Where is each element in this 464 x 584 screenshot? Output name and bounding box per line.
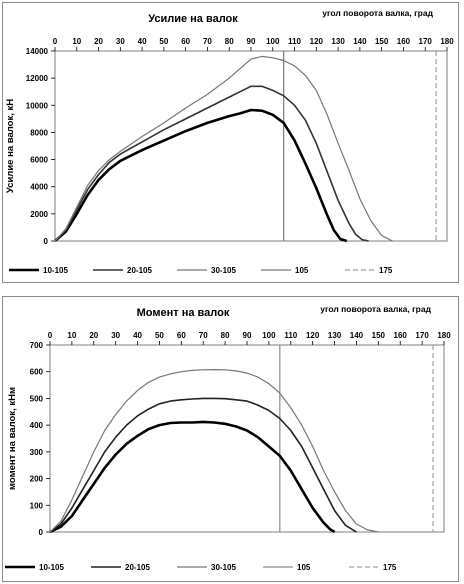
series-line-10-105 [54,108,348,243]
x-tick-label: 70 [199,331,208,340]
x-tick-label: 10 [72,37,81,46]
y-tick-label: 600 [30,368,44,377]
x-tick-label: 100 [266,37,280,46]
x-tick-label: 130 [328,331,342,340]
x-tick-label: 110 [288,37,301,46]
x-axis-label: угол поворота валка, град [322,8,433,18]
x-tick-label: 140 [353,37,367,46]
x-tick-label: 120 [310,37,324,46]
legend-label: 30-105 [211,563,236,572]
x-tick-label: 130 [331,37,345,46]
legend-label: 20-105 [127,266,152,275]
series-line-10-105 [49,420,336,534]
y-axis-label: момент на валок, кНм [7,387,18,490]
y-tick-label: 100 [30,501,44,510]
x-tick-label: 80 [221,331,230,340]
x-tick-label: 20 [89,331,98,340]
x-tick-label: 80 [225,37,234,46]
x-tick-label: 30 [116,37,125,46]
legend-label: 30-105 [211,266,236,275]
x-tick-label: 90 [247,37,256,46]
legend-label: 105 [297,563,311,572]
x-tick-label: 180 [440,37,454,46]
x-tick-label: 10 [67,331,76,340]
x-tick-label: 160 [394,331,408,340]
legend-label: 105 [295,266,309,275]
x-tick-label: 40 [138,37,147,46]
x-tick-label: 170 [415,331,429,340]
series-line-20-105 [54,85,369,242]
y-tick-label: 0 [39,528,44,537]
y-tick-label: 300 [30,448,44,457]
x-tick-label: 50 [155,331,164,340]
x-tick-label: 20 [94,37,103,46]
x-tick-label: 70 [203,37,212,46]
y-tick-label: 400 [30,421,44,430]
x-tick-label: 160 [397,37,411,46]
x-tick-label: 60 [177,331,186,340]
force-chart-panel: Усилие на валок угол поворота валка, град… [2,2,459,283]
y-tick-label: 12000 [26,74,49,83]
y-tick-label: 8000 [30,128,48,137]
x-tick-label: 150 [372,331,386,340]
x-tick-label: 50 [159,37,168,46]
y-tick-label: 6000 [30,156,48,165]
series-line-30-105 [49,368,379,533]
x-tick-label: 0 [48,331,53,340]
force-chart: Усилие на валок угол поворота валка, град… [5,8,454,275]
legend-label: 20-105 [125,563,150,572]
legend-label: 10-105 [43,266,68,275]
legend-label: 10-105 [39,563,64,572]
moment-chart: Момент на валок угол поворота валка, град… [5,304,451,572]
legend-label: 175 [379,266,393,275]
y-tick-label: 10000 [26,101,49,110]
x-axis-label: угол поворота валка, град [320,304,431,314]
x-tick-label: 100 [262,331,276,340]
y-tick-label: 2000 [30,210,48,219]
chart-title: Усилие на валок [148,13,238,25]
chart-title: Момент на валок [137,307,230,319]
series-line-20-105 [49,397,357,533]
y-tick-label: 14000 [26,47,49,56]
y-tick-label: 700 [30,341,44,350]
y-tick-label: 500 [30,394,44,403]
plot-area-frame [54,50,448,242]
x-tick-label: 90 [243,331,252,340]
series-line-30-105 [54,55,393,242]
x-tick-label: 0 [53,37,58,46]
x-tick-label: 40 [133,331,142,340]
y-axis-label: Усилие на валок, кН [5,99,16,193]
legend-label: 175 [383,563,397,572]
y-tick-label: 200 [30,475,44,484]
x-tick-label: 30 [111,331,120,340]
x-tick-label: 110 [284,331,297,340]
y-tick-label: 0 [44,237,49,246]
x-tick-label: 60 [181,37,190,46]
x-tick-label: 170 [419,37,433,46]
x-tick-label: 150 [375,37,389,46]
moment-chart-panel: Момент на валок угол поворота валка, град… [2,296,459,582]
x-tick-label: 180 [437,331,451,340]
y-tick-label: 4000 [30,183,48,192]
x-tick-label: 140 [350,331,364,340]
x-tick-label: 120 [306,331,320,340]
